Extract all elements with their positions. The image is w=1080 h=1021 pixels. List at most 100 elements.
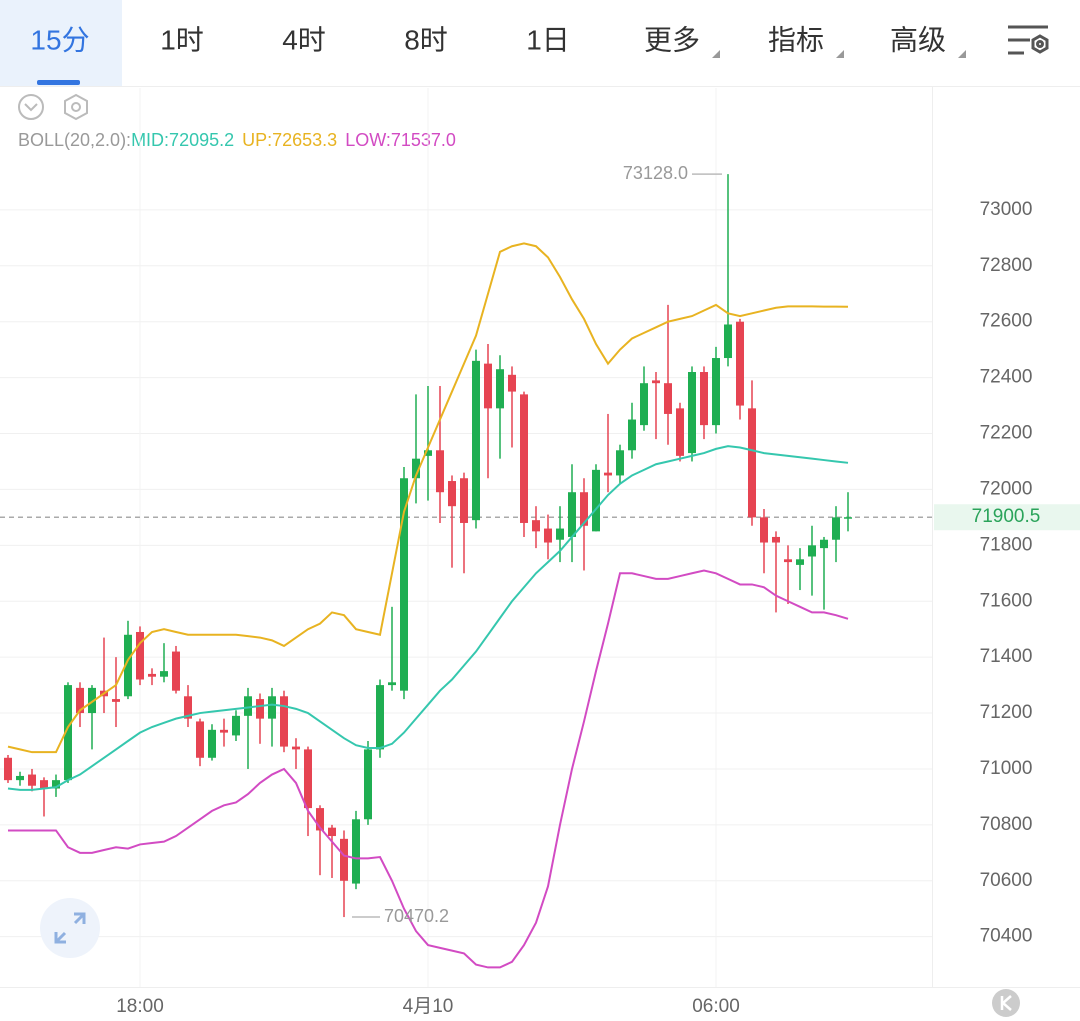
- annotation-label: 73128.0: [623, 163, 688, 183]
- tab[interactable]: 1日: [526, 24, 570, 55]
- candle-body: [700, 372, 708, 426]
- candle-body: [748, 408, 756, 518]
- x-tick-label: 18:00: [116, 996, 164, 1017]
- y-tick-label: 72200: [980, 423, 1033, 444]
- candle-body: [328, 827, 336, 837]
- tab[interactable]: 4时: [282, 24, 326, 55]
- candle-body: [76, 687, 84, 714]
- candle-body: [484, 363, 492, 409]
- last-price-box: [934, 504, 1080, 531]
- candle-body: [196, 721, 204, 758]
- tab[interactable]: 1时: [160, 24, 204, 55]
- candle-body: [784, 559, 792, 563]
- candle-body: [664, 383, 672, 414]
- fullscreen-button[interactable]: [40, 898, 100, 958]
- candle-body: [88, 687, 96, 714]
- candle-body: [28, 774, 36, 786]
- y-tick-label: 72400: [980, 367, 1033, 388]
- candle-body: [760, 517, 768, 543]
- y-tick-label: 71600: [980, 590, 1033, 611]
- tab[interactable]: 高级: [890, 24, 946, 55]
- tab[interactable]: 15分: [30, 24, 89, 55]
- candle-body: [712, 358, 720, 426]
- candle-body: [832, 517, 840, 540]
- candle-body: [628, 419, 636, 451]
- candle-body: [136, 631, 144, 680]
- candle-body: [4, 757, 12, 781]
- candle-body: [616, 450, 624, 476]
- indicator-name: BOLL(20,2.0):: [18, 130, 131, 150]
- y-tick-label: 72600: [980, 311, 1033, 332]
- candle-body: [220, 729, 228, 733]
- candle-body: [244, 696, 252, 716]
- candle-body: [208, 729, 216, 758]
- candle-body: [544, 528, 552, 543]
- candle-body: [400, 478, 408, 691]
- candle-body: [316, 808, 324, 831]
- y-tick-label: 73000: [980, 199, 1033, 220]
- candle-body: [376, 685, 384, 750]
- y-tick-label: 70600: [980, 870, 1033, 891]
- candle-body: [112, 699, 120, 702]
- candle-body: [124, 634, 132, 697]
- candle-body: [304, 749, 312, 809]
- candle-body: [340, 838, 348, 881]
- candle-body: [424, 450, 432, 456]
- candle-body: [508, 374, 516, 392]
- y-tick-label: 70400: [980, 926, 1033, 947]
- candle-body: [472, 360, 480, 521]
- candle-body: [52, 780, 60, 789]
- candle-body: [820, 539, 828, 549]
- y-tick-label: 71200: [980, 702, 1033, 723]
- candle-body: [256, 699, 264, 719]
- candle-body: [160, 671, 168, 677]
- k-button[interactable]: [992, 989, 1020, 1017]
- active-tab-bg: [0, 0, 122, 86]
- settings-icon[interactable]: [1008, 25, 1049, 55]
- candle-body: [640, 383, 648, 426]
- candle-body: [844, 517, 852, 519]
- candle-body: [232, 715, 240, 736]
- annotation-label: 70470.2: [384, 906, 449, 926]
- candle-body: [16, 775, 24, 781]
- boll-line: [7, 242, 849, 754]
- candle-body: [292, 746, 300, 750]
- y-tick-label: 70800: [980, 814, 1033, 835]
- boll-line: [8, 569, 849, 969]
- candle-body: [184, 696, 192, 719]
- dropdown-caret: [712, 50, 720, 58]
- candle-body: [592, 469, 600, 532]
- candle-body: [556, 528, 564, 540]
- candle-body: [352, 819, 360, 884]
- y-tick-label: 72000: [980, 478, 1033, 499]
- candle-body: [676, 408, 684, 456]
- candle-body: [436, 450, 444, 493]
- y-tick-label: 72800: [980, 255, 1033, 276]
- candle-body: [40, 780, 48, 789]
- indicator-settings-icon[interactable]: [64, 93, 88, 121]
- legend-entry: MID:72095.2: [131, 130, 234, 150]
- y-tick-label: 71000: [980, 758, 1033, 779]
- x-tick-label: 4月10: [403, 996, 454, 1017]
- active-tab-underline: [37, 80, 80, 85]
- candle-body: [652, 380, 660, 384]
- candle-body: [532, 520, 540, 532]
- candle-body: [172, 651, 180, 691]
- collapse-icon[interactable]: [18, 94, 44, 120]
- tab[interactable]: 8时: [404, 24, 448, 55]
- y-tick-label: 71800: [980, 534, 1033, 555]
- candle-body: [604, 472, 612, 476]
- tab[interactable]: 更多: [644, 24, 700, 55]
- tab[interactable]: 指标: [768, 24, 824, 55]
- candle-body: [268, 696, 276, 719]
- candle-body: [808, 545, 816, 557]
- dropdown-caret: [958, 50, 966, 58]
- candle-body: [568, 492, 576, 537]
- candle-body: [388, 682, 396, 686]
- plot-area: 70400 70600 70800 71000 71200 71400 71600 71800…: [0, 88, 1080, 1017]
- candle-body: [580, 492, 588, 526]
- legend-entry: LOW:71537.0: [345, 130, 456, 150]
- y-tick-label: 71400: [980, 646, 1033, 667]
- candle-body: [460, 478, 468, 523]
